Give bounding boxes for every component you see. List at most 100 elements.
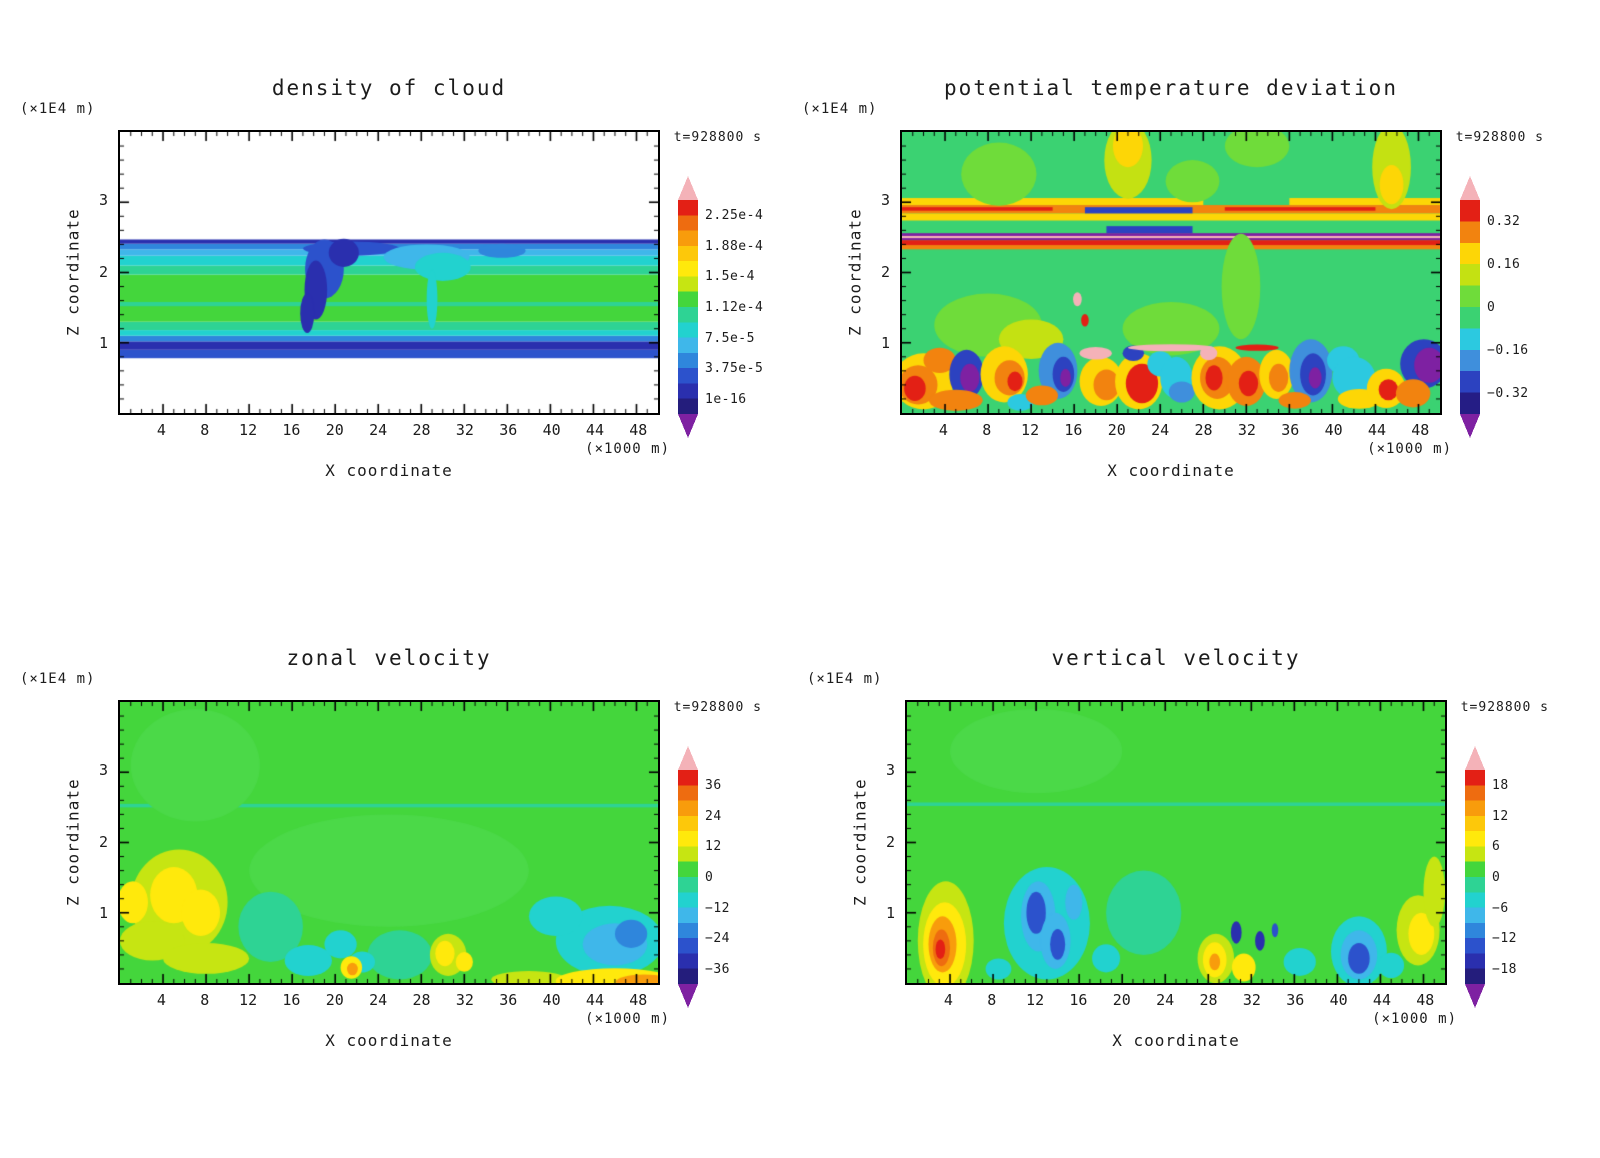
x-tick-label: 24	[1156, 991, 1175, 1009]
z-tick-label: 2	[98, 262, 108, 281]
colorbar-label: −24	[705, 931, 730, 947]
z-tick-label: 1	[885, 903, 895, 922]
colorbar-label: 12	[705, 839, 722, 855]
x-tick-label: 8	[200, 421, 210, 439]
colorbar-segment	[1460, 392, 1480, 415]
colorbar-label: −6	[1492, 900, 1509, 916]
colorbar-segment	[1460, 221, 1480, 244]
x-tick-label: 36	[1286, 991, 1305, 1009]
colorbar-label: 0.32	[1487, 214, 1521, 230]
colorbar-labels: 36 24 12 0 −12 −24 −36	[705, 746, 779, 1008]
colorbar-segment	[1460, 264, 1480, 286]
colorbar-label: 2.25e-4	[705, 208, 764, 224]
colorbar-segment	[678, 877, 698, 893]
colorbar-arrow-down	[678, 414, 698, 438]
x-tick-labels: 4 8 12 16 20 24 28 32 36 40 44 48	[118, 991, 660, 1011]
colorbar-segment	[1465, 922, 1485, 939]
plot-area	[905, 700, 1447, 985]
x-tick-label: 28	[412, 991, 431, 1009]
colorbar-segment	[1465, 785, 1485, 801]
colorbar-arrow-down	[678, 984, 698, 1008]
x-tick-labels: 4 8 12 16 20 24 28 32 36 40 44 48	[905, 991, 1447, 1011]
x-tick-labels: 4 8 12 16 20 24 28 32 36 40 44 48	[900, 421, 1442, 441]
colorbar-labels: 18 12 6 0 −6 −12 −18	[1492, 746, 1566, 1008]
x-tick-label: 12	[239, 991, 258, 1009]
colorbar-segment	[678, 352, 698, 369]
x-tick-label: 36	[499, 991, 518, 1009]
z-tick-labels: 1 2 3	[855, 700, 895, 985]
colorbar-segment	[678, 245, 698, 262]
x-tick-label: 32	[455, 421, 474, 439]
colorbar-segment	[1465, 815, 1485, 832]
x-unit-label: (×1000 m)	[1372, 1011, 1457, 1027]
x-tick-label: 40	[1329, 991, 1348, 1009]
colorbar-segment	[678, 215, 698, 231]
colorbar	[678, 746, 698, 1008]
colorbar-segment	[678, 953, 698, 970]
colorbar-label: 24	[705, 808, 722, 824]
x-tick-label: 16	[1064, 421, 1083, 439]
colorbar-segment	[1460, 307, 1480, 329]
x-tick-label: 24	[1151, 421, 1170, 439]
colorbar-segment	[678, 368, 698, 384]
panel-zonal-velocity: zonal velocity (×1E4 m) t=928800 s Z coo…	[0, 570, 782, 1148]
colorbar-segment	[678, 398, 698, 415]
colorbar-arrow-up	[1465, 746, 1485, 770]
x-tick-label: 40	[1324, 421, 1343, 439]
colorbar-segment	[1460, 200, 1480, 222]
colorbar-segment	[1460, 349, 1480, 372]
x-tick-label: 28	[412, 421, 431, 439]
z-tick-label: 2	[98, 832, 108, 851]
panel-title: potential temperature deviation	[944, 76, 1398, 100]
x-tick-label: 12	[1021, 421, 1040, 439]
x-tick-label: 24	[369, 421, 388, 439]
colorbar-label: −0.16	[1487, 342, 1529, 358]
x-tick-label: 16	[282, 991, 301, 1009]
colorbar-segment	[678, 291, 698, 308]
colorbar-segment	[678, 383, 698, 400]
colorbar-label: 1.5e-4	[705, 269, 755, 285]
x-tick-label: 48	[1411, 421, 1430, 439]
colorbar-label: −36	[705, 961, 730, 977]
x-tick-label: 40	[542, 421, 561, 439]
plot-area	[900, 130, 1442, 415]
colorbar-label: 7.5e-5	[705, 330, 755, 346]
colorbar-segment	[1465, 938, 1485, 954]
x-axis-label: X coordinate	[325, 1031, 453, 1050]
colorbar-label: 0	[705, 870, 714, 885]
panel-title: density of cloud	[271, 76, 507, 100]
x-tick-label: 20	[325, 991, 344, 1009]
x-tick-label: 28	[1199, 991, 1218, 1009]
colorbar-segment	[1465, 800, 1485, 817]
colorbar-segment	[1465, 953, 1485, 970]
x-tick-label: 8	[982, 421, 992, 439]
z-tick-labels: 1 2 3	[68, 130, 108, 415]
colorbar-segment	[1460, 371, 1480, 393]
colorbar-arrow-down	[1460, 414, 1480, 438]
colorbar-label: 0.16	[1487, 257, 1521, 273]
z-tick-label: 2	[885, 832, 895, 851]
colorbar-arrow-up	[678, 746, 698, 770]
x-unit-label: (×1000 m)	[585, 1011, 670, 1027]
z-tick-label: 1	[880, 333, 890, 352]
colorbar-label: 36	[705, 778, 722, 794]
x-tick-label: 20	[1107, 421, 1126, 439]
colorbar-segment	[678, 831, 698, 847]
colorbar-segment	[678, 307, 698, 323]
colorbar-labels: 2.25e-4 1.88e-4 1.5e-4 1.12e-4 7.5e-5 3.75e-5…	[705, 176, 779, 438]
x-tick-label: 32	[1242, 991, 1261, 1009]
colorbar-segment	[678, 815, 698, 832]
plot-area	[118, 130, 660, 415]
z-unit-label: (×1E4 m)	[802, 101, 878, 117]
panel-title: vertical velocity	[1051, 646, 1301, 670]
panel-vertical-velocity: vertical velocity (×1E4 m) t=928800 s Z …	[787, 570, 1569, 1148]
colorbar-segment	[678, 770, 698, 786]
colorbar-segment	[1465, 831, 1485, 847]
x-tick-label: 48	[629, 991, 648, 1009]
x-unit-label: (×1000 m)	[1367, 441, 1452, 457]
x-tick-label: 16	[282, 421, 301, 439]
colorbar-segment	[1465, 846, 1485, 863]
z-unit-label: (×1E4 m)	[20, 101, 96, 117]
time-label: t=928800 s	[1460, 700, 1549, 715]
colorbar-label: 1e-16	[705, 391, 747, 407]
